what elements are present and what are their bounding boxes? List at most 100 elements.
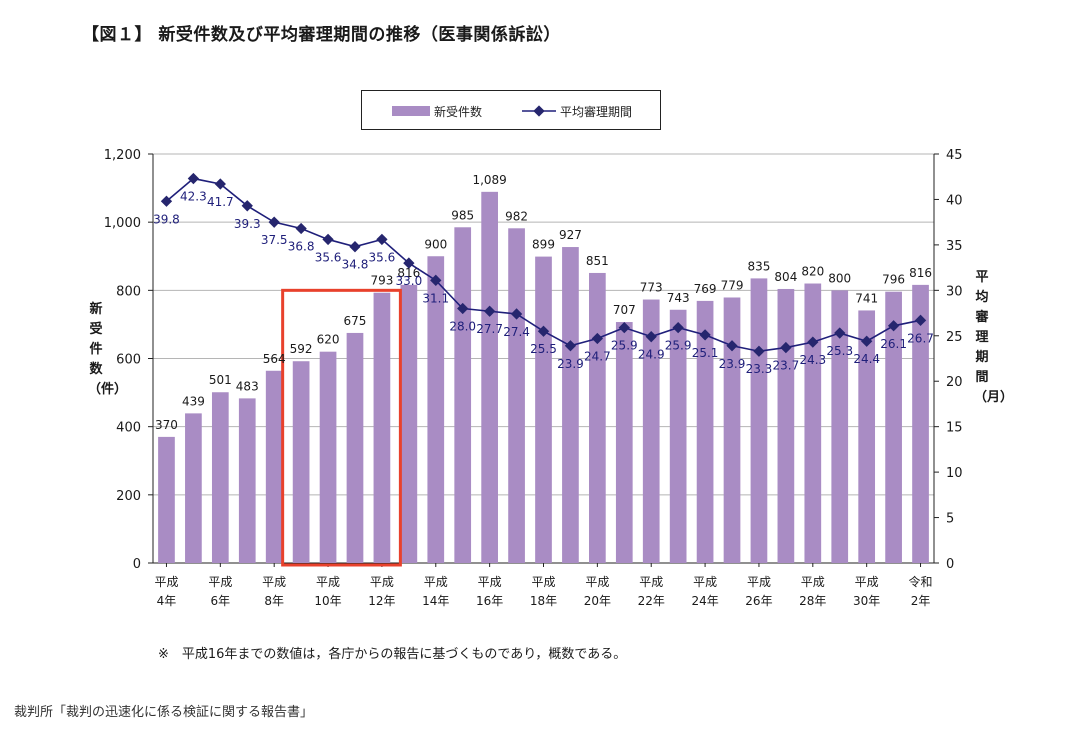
bar	[615, 322, 633, 563]
y-left-tick-label: 1,000	[104, 216, 141, 231]
x-tick-label: 26年	[745, 594, 772, 608]
y-right-tick-label: 20	[946, 375, 963, 390]
x-tick-label: 4年	[157, 594, 177, 608]
x-tick-label: 18年	[530, 594, 557, 608]
line-marker	[160, 195, 173, 207]
x-tick-label: 22年	[638, 594, 665, 608]
line-marker	[537, 325, 550, 337]
bar-value-label: 769	[694, 282, 717, 296]
y-left-tick-label: 800	[116, 284, 141, 299]
x-tick-label: 10年	[314, 594, 341, 608]
bar	[562, 247, 579, 564]
bar-value-label: 796	[882, 273, 905, 287]
x-tick-label: 6年	[211, 594, 231, 608]
line-value-label: 41.7	[207, 195, 234, 209]
bar-value-label: 779	[721, 278, 744, 292]
bar-value-label: 899	[532, 238, 555, 252]
x-tick-label: 平成	[747, 575, 771, 589]
y-right-axis-title: 平均審理期間（月）	[974, 270, 1014, 405]
line-marker	[349, 241, 361, 253]
bar	[158, 436, 175, 563]
bar-value-label: 851	[586, 254, 609, 268]
bar	[723, 297, 741, 563]
line-value-label: 39.3	[234, 217, 261, 231]
line-marker	[780, 341, 792, 354]
line-marker	[834, 327, 846, 339]
legend-line-label: 平均審理期間	[560, 105, 633, 119]
x-tick-label: 平成	[693, 575, 717, 589]
line-marker	[726, 340, 738, 352]
line-value-label: 31.1	[422, 291, 449, 305]
line-value-label: 25.5	[530, 342, 557, 356]
line-value-label: 25.1	[692, 346, 719, 360]
bar-value-label: 927	[559, 228, 582, 242]
bar	[669, 309, 687, 563]
line-value-label: 26.7	[907, 331, 934, 345]
line-marker	[510, 308, 523, 320]
bar	[211, 392, 229, 563]
bar	[265, 370, 283, 563]
legend-line-swatch	[522, 105, 556, 117]
x-tick-label: 平成	[424, 575, 448, 589]
line-marker	[564, 340, 577, 352]
bar	[589, 272, 606, 563]
bar-value-label: 483	[236, 379, 259, 393]
bar-value-label: 793	[370, 274, 393, 288]
line-value-label: 24.4	[853, 352, 880, 366]
line-value-label: 27.4	[503, 325, 530, 339]
bar	[750, 278, 768, 563]
line-value-label: 25.9	[665, 339, 692, 353]
bar	[642, 299, 660, 563]
bar	[777, 288, 795, 563]
highlight-box	[281, 288, 402, 567]
bar-value-label: 707	[613, 303, 636, 317]
bar-value-label: 800	[828, 271, 851, 285]
line-value-label: 24.9	[638, 348, 665, 362]
line-value-label: 23.3	[746, 362, 773, 376]
y-left-axis-title: 新受件数（件）	[88, 302, 128, 397]
line-value-label: 25.3	[826, 344, 853, 358]
y-left-tick-label: 0	[133, 557, 141, 572]
x-tick-label: 28年	[799, 594, 826, 608]
x-tick-label: 平成	[801, 575, 825, 589]
line-marker	[295, 222, 307, 235]
line-value-label: 33.0	[395, 274, 422, 288]
line-marker	[376, 233, 388, 246]
legend-bar-swatch	[392, 106, 430, 116]
x-tick-label: 平成	[585, 575, 609, 589]
bar	[319, 351, 337, 563]
bar-value-label: 564	[263, 352, 286, 366]
bar-value-label: 620	[317, 333, 340, 347]
x-tick-label: 24年	[691, 594, 718, 608]
line-value-label: 24.3	[799, 353, 826, 367]
line-marker	[187, 172, 200, 185]
bar-value-label: 982	[505, 209, 528, 223]
y-left-tick-label: 1,200	[104, 148, 141, 163]
line-marker	[699, 329, 711, 341]
y-right-tick-label: 35	[946, 239, 963, 254]
bar	[885, 291, 902, 563]
x-tick-label: 令和	[909, 574, 933, 589]
bar	[535, 256, 552, 563]
bar-value-label: 773	[640, 281, 663, 295]
legend-entry-bars: 新受件数	[362, 103, 662, 119]
y-right-tick-label: 5	[946, 512, 954, 527]
bar-value-label: 804	[774, 270, 797, 284]
bar	[481, 191, 498, 563]
bar-value-label: 439	[182, 394, 205, 408]
bar-value-label: 1,089	[472, 173, 506, 187]
line-marker	[430, 274, 442, 286]
bar	[238, 398, 256, 563]
line-value-label: 23.9	[719, 357, 746, 371]
line-marker	[861, 335, 873, 347]
line-marker	[672, 321, 684, 334]
line-marker	[807, 336, 819, 348]
line-value-label: 39.8	[153, 212, 180, 226]
x-tick-label: 平成	[531, 575, 555, 589]
x-tick-label: 平成	[370, 575, 394, 589]
line-value-label: 42.3	[180, 190, 207, 204]
line-marker	[753, 345, 765, 357]
bar	[427, 256, 445, 563]
line-value-label: 28.0	[449, 320, 476, 334]
